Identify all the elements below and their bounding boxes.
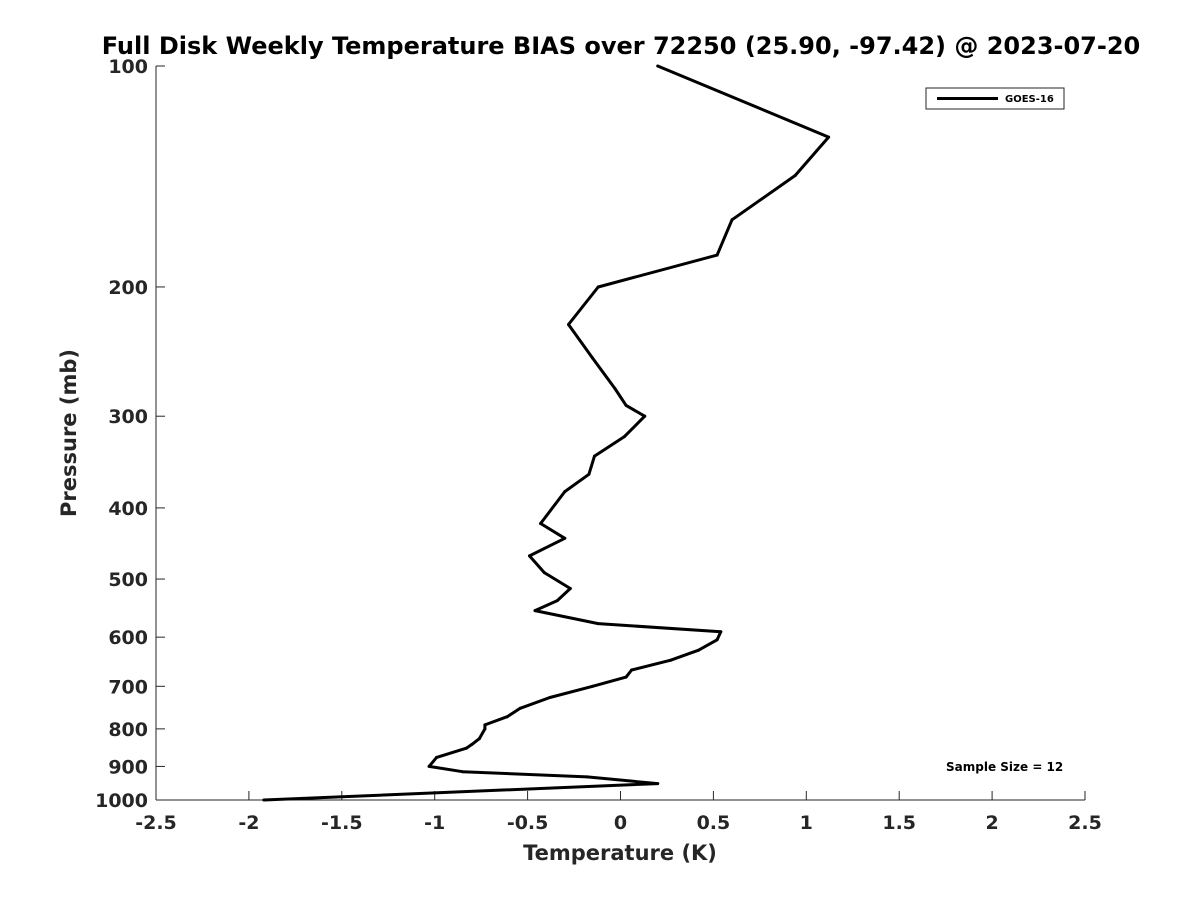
data-point [568,587,572,590]
data-point [539,522,543,525]
data-point [542,571,546,575]
sample-size-annotation: Sample Size = 12 [946,760,1063,774]
x-tick-label: -2 [238,812,259,834]
y-tick-label: 800 [108,719,148,741]
series-layer [262,64,831,802]
y-tick-label: 600 [108,627,148,649]
y-axis-ticks: 100 200 300 400 500 600 700 800 900 1000 [95,56,165,812]
data-point [587,472,591,476]
data-point [630,668,634,672]
data-point [505,715,509,719]
legend: GOES-16 [925,87,1065,110]
data-point [622,435,626,439]
data-point [262,798,266,802]
y-tick-label: 700 [108,676,148,698]
data-point [585,775,589,779]
data-point [697,648,700,652]
data-point [793,174,797,177]
data-point [528,554,531,558]
data-point [533,609,537,613]
data-point [464,746,468,750]
legend-entry-label: GOES-16 [1005,94,1054,105]
data-point [624,675,628,679]
data-point [591,356,595,360]
x-tick-label: 1 [800,812,813,834]
y-tick-label: 200 [108,277,148,299]
x-axis-label: Temperature (K) [523,841,717,865]
data-point [596,285,600,289]
x-tick-label: -1 [424,812,445,834]
y-tick-label: 1000 [95,790,148,812]
x-tick-label: 0 [614,812,627,834]
y-tick-label: 900 [108,756,148,778]
x-tick-label: -2.5 [135,812,177,834]
x-tick-label: -1.5 [321,812,363,834]
data-point [461,770,465,774]
y-tick-label: 300 [108,406,148,428]
y-tick-label: 400 [108,498,148,520]
x-tick-label: 1.5 [882,812,916,834]
data-point [715,253,719,257]
data-point [624,403,628,407]
data-point [483,727,487,731]
data-point [596,622,600,626]
data-point [656,64,660,68]
data-point [730,218,734,222]
data-point [470,742,474,746]
data-point [483,723,487,727]
y-tick-label: 500 [108,569,148,591]
data-point [669,658,673,662]
data-point [719,630,723,634]
data-point [613,387,617,390]
data-point [715,638,719,642]
x-tick-label: -0.5 [507,812,549,834]
data-point [435,755,439,759]
data-point [643,414,647,418]
data-point [567,323,570,326]
y-tick-label: 100 [108,56,148,78]
data-point [563,536,567,540]
data-point [518,706,522,710]
x-tick-label: 2.5 [1068,812,1102,834]
series-line-0 [263,64,831,802]
data-point [656,782,660,786]
data-point [477,737,481,741]
y-axis-label: Pressure (mb) [57,349,81,517]
data-point [591,684,595,688]
data-point [563,490,567,494]
x-tick-label: 0.5 [697,812,731,834]
data-point [427,764,431,768]
data-point [827,135,831,139]
x-axis-ticks: -2.5 -2 -1.5 -1 -0.5 0 0.5 1 1.5 2 2.5 [135,791,1102,834]
data-point [555,599,559,603]
data-point [548,696,552,699]
x-tick-label: 2 [985,812,998,834]
chart-title: Full Disk Weekly Temperature BIAS over 7… [102,32,1141,60]
data-point [593,454,596,458]
plot-frame [155,66,1085,801]
